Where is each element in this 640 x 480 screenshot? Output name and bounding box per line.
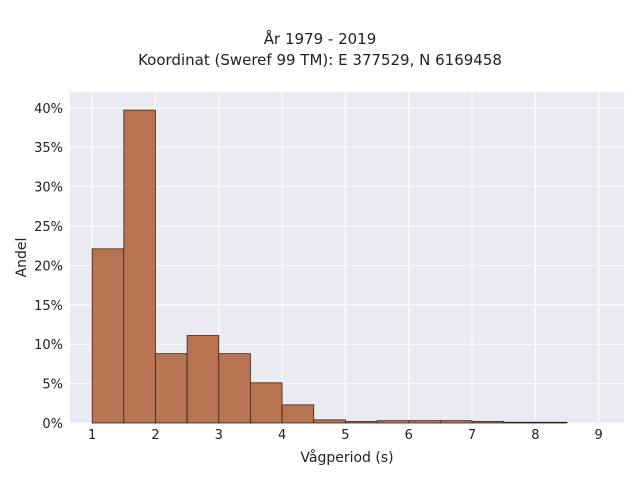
histogram-bar — [250, 382, 283, 424]
x-tick-label: 2 — [151, 428, 159, 443]
histogram-bar — [155, 353, 188, 424]
histogram-bar — [534, 421, 568, 424]
histogram-bar — [408, 420, 441, 424]
histogram-bar — [503, 421, 536, 424]
x-axis-ticks: 1 2 3 4 5 6 7 8 9 — [88, 428, 603, 443]
y-tick-label: 10% — [34, 338, 63, 353]
histogram-bar — [91, 248, 125, 424]
x-tick-label: 9 — [595, 428, 603, 443]
x-tick-label: 8 — [531, 428, 539, 443]
x-tick-label: 1 — [88, 428, 96, 443]
x-tick-label: 7 — [468, 428, 476, 443]
chart-title: År 1979 - 2019 — [263, 30, 377, 48]
y-tick-label: 5% — [42, 378, 63, 393]
histogram-bar — [439, 420, 473, 424]
y-tick-label: 35% — [34, 141, 63, 156]
y-axis-ticks: 0% 5% 10% 15% 20% 25% 30% 35% 40% — [34, 102, 63, 432]
x-axis-label: Vågperiod (s) — [300, 449, 393, 466]
x-tick-label: 3 — [215, 428, 223, 443]
y-tick-label: 0% — [42, 417, 63, 432]
y-axis-label: Andel — [14, 238, 30, 278]
histogram-bar — [218, 353, 251, 424]
x-tick-label: 5 — [341, 428, 349, 443]
histogram-bar — [471, 421, 505, 424]
x-tick-label: 6 — [405, 428, 413, 443]
histogram-bar — [313, 419, 346, 424]
histogram-bar — [281, 404, 315, 424]
histogram-bar — [123, 109, 156, 424]
x-tick-label: 4 — [278, 428, 286, 443]
histogram-bar — [376, 420, 410, 424]
bars — [91, 109, 568, 424]
histogram-bar — [186, 335, 220, 424]
histogram-bar — [345, 421, 378, 424]
y-tick-label: 30% — [34, 181, 63, 196]
y-tick-label: 40% — [34, 102, 63, 117]
y-tick-label: 20% — [34, 259, 63, 274]
y-tick-label: 25% — [34, 220, 63, 235]
chart-subtitle: Koordinat (Sweref 99 TM): E 377529, N 61… — [138, 51, 502, 69]
y-tick-label: 15% — [34, 299, 63, 314]
grid-lines — [70, 92, 624, 424]
